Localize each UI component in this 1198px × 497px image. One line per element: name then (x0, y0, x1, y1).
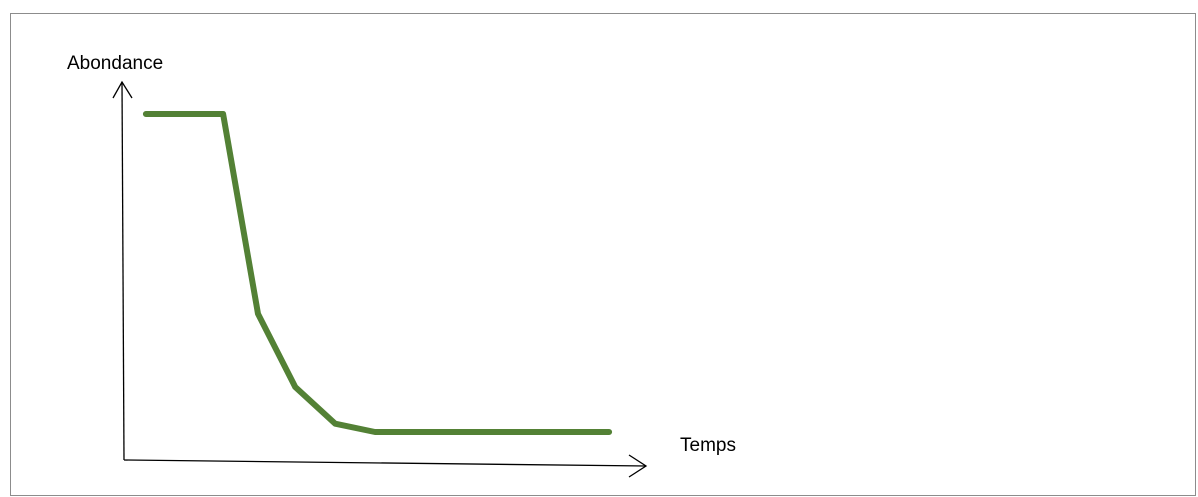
series-layer (142, 111, 613, 435)
x-axis-label: Temps (680, 435, 736, 456)
y-axis (112, 80, 133, 461)
x-axis (123, 454, 648, 478)
y-axis-line (121, 81, 125, 461)
y-axis-arrowhead (112, 80, 133, 99)
x-axis-line (123, 459, 647, 467)
chart-frame (10, 13, 1196, 496)
x-axis-arrowhead (628, 454, 648, 478)
y-axis-label: Abondance (67, 53, 163, 74)
series-line-1 (142, 111, 613, 435)
